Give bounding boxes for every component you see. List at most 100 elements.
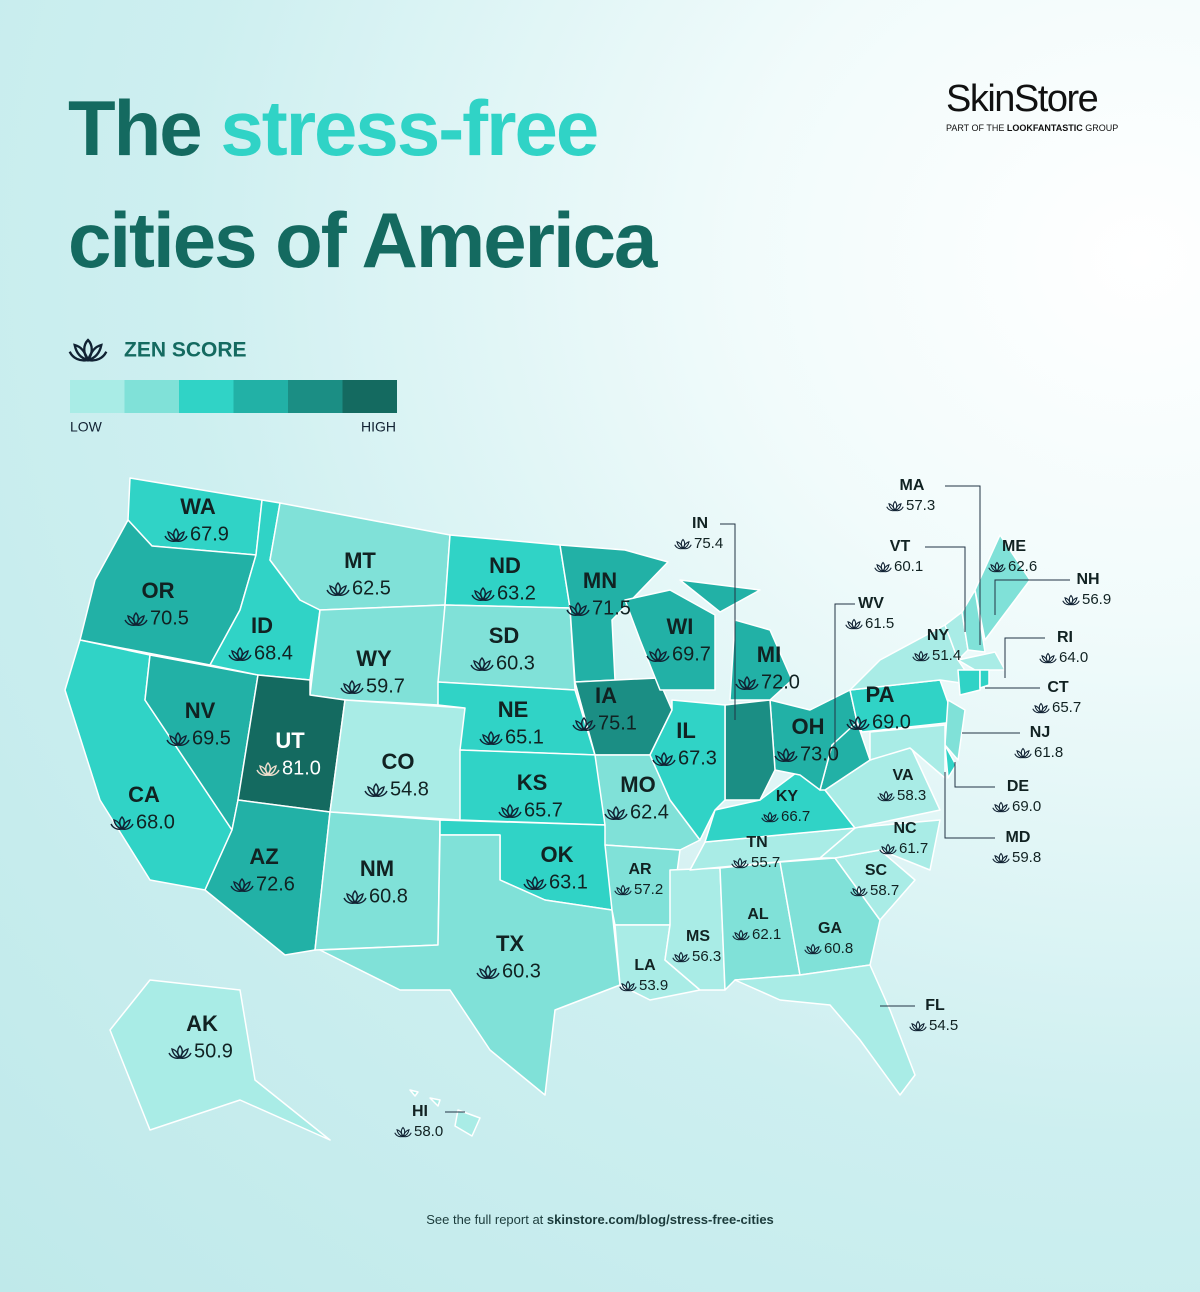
legend-swatch <box>233 380 288 413</box>
state-code: MD <box>1006 829 1031 846</box>
state-code: HI <box>412 1103 428 1120</box>
title: The stress-free cities of America <box>68 72 657 296</box>
state-score: 72.0 <box>761 671 800 693</box>
state-code: WV <box>858 595 884 612</box>
lotus-icon <box>674 538 692 550</box>
state-code: MT <box>344 548 376 573</box>
state-score: 60.3 <box>496 652 535 674</box>
title-highlight: stress-free <box>220 84 599 172</box>
state-code: MN <box>583 568 617 593</box>
state-score: 70.5 <box>150 607 189 629</box>
state-code: FL <box>925 997 945 1014</box>
state-code: CO <box>382 749 415 774</box>
state-code: OH <box>792 714 825 739</box>
state-code: NJ <box>1030 724 1050 741</box>
tagline-text: PART OF THE <box>946 123 1005 133</box>
state-labels: WA 67.9 OR 70.5 CA 68.0 NV 69.5 ID 68.4 MT 62.5 WY 59… <box>110 477 1111 1140</box>
state-code: DE <box>1007 778 1030 795</box>
state-score: 53.9 <box>639 977 668 994</box>
state-score: 62.4 <box>630 801 669 823</box>
legend-swatch <box>288 380 343 413</box>
state-score: 59.8 <box>1012 849 1041 866</box>
state-code: VA <box>892 767 913 784</box>
state-code: GA <box>818 920 842 937</box>
state-code: MA <box>900 477 925 494</box>
state-score: 68.0 <box>136 811 175 833</box>
state-code: MI <box>757 642 781 667</box>
footer-text: See the full report at <box>426 1212 544 1227</box>
state-score: 57.2 <box>634 881 663 898</box>
state-code: TX <box>496 931 524 956</box>
state-code: VT <box>890 538 911 555</box>
state-code: AR <box>628 861 652 878</box>
state-code: IN <box>692 515 708 532</box>
state-score: 63.1 <box>549 871 588 893</box>
state-score: 69.0 <box>1012 798 1041 815</box>
state-code: WY <box>356 646 392 671</box>
state-code: UT <box>275 728 305 753</box>
state-code: MS <box>686 928 710 945</box>
lotus-icon <box>1032 702 1050 714</box>
state-shape <box>679 579 761 613</box>
state-score: 61.8 <box>1034 744 1063 761</box>
state-score: 60.1 <box>894 558 923 575</box>
state-score: 58.7 <box>870 882 899 899</box>
state-score: 57.3 <box>906 497 935 514</box>
states <box>64 477 1031 1141</box>
state-code: OK <box>541 842 574 867</box>
state-shape <box>869 724 946 779</box>
state-score: 69.0 <box>872 711 911 733</box>
state-score: 62.6 <box>1008 558 1037 575</box>
state-code: IL <box>676 718 696 743</box>
legend-swatch <box>342 380 397 413</box>
state-score: 65.7 <box>1052 699 1081 716</box>
legend-swatch <box>124 380 179 413</box>
title-text: cities of America <box>68 196 657 284</box>
state-shape <box>734 964 916 1096</box>
state-shape <box>649 699 726 841</box>
state-score: 73.0 <box>800 743 839 765</box>
state-score: 72.6 <box>256 873 295 895</box>
footer: See the full report at skinstore.com/blo… <box>0 1212 1200 1227</box>
state-code: WA <box>180 494 216 519</box>
lotus-icon <box>909 1020 927 1032</box>
state-code: TN <box>746 834 767 851</box>
lotus-icon <box>845 618 863 630</box>
state-code: ID <box>251 613 273 638</box>
state-code: NM <box>360 856 394 881</box>
title-text: The <box>68 84 203 172</box>
state-code: OR <box>142 578 175 603</box>
tagline-text: GROUP <box>1085 123 1119 133</box>
state-code: KS <box>517 770 548 795</box>
state-code: NV <box>185 698 216 723</box>
lotus-icon <box>1062 594 1080 606</box>
state-code: NY <box>927 627 950 644</box>
state-score: 60.8 <box>369 885 408 907</box>
footer-link[interactable]: skinstore.com/blog/stress-free-cities <box>546 1212 774 1227</box>
leader-line <box>834 603 855 760</box>
state-score: 51.4 <box>932 647 961 664</box>
state-code: KY <box>776 788 799 805</box>
legend-swatch <box>70 380 125 413</box>
brand: SkinStore PART OF THE LOOKFANTASTIC GROUP <box>946 78 1136 133</box>
leader-line <box>994 579 1070 615</box>
state-score: 59.7 <box>366 675 405 697</box>
brand-tagline: PART OF THE LOOKFANTASTIC GROUP <box>946 123 1136 133</box>
state-shape <box>724 699 776 801</box>
leader-line <box>945 485 981 645</box>
legend-low: LOW <box>70 419 103 435</box>
state-shape <box>961 589 986 653</box>
state-score: 64.0 <box>1059 649 1088 666</box>
state-score: 65.1 <box>505 726 544 748</box>
state-score: 67.9 <box>190 523 229 545</box>
leader-line <box>954 762 995 788</box>
state-score: 54.5 <box>929 1017 958 1034</box>
lotus-icon <box>1014 747 1032 759</box>
state-shape <box>944 699 966 761</box>
legend-title: ZEN SCORE <box>124 339 247 362</box>
state-shape <box>624 589 716 691</box>
state-score: 71.5 <box>592 597 631 619</box>
leader-line <box>944 772 995 839</box>
leader-line <box>925 546 966 632</box>
